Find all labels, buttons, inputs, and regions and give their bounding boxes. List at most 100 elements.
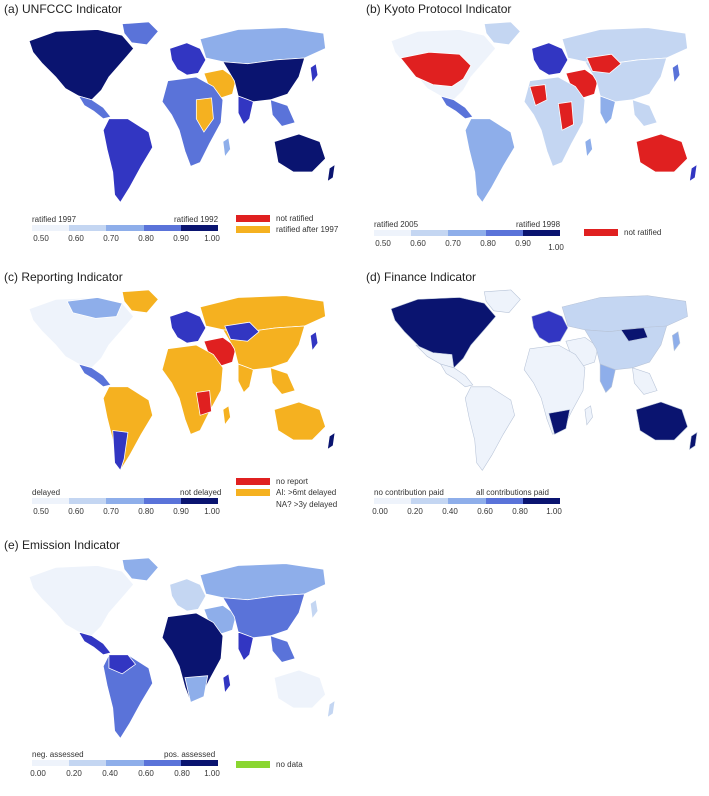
legend-low-label: ratified 1997 [32, 215, 77, 224]
panel-kyoto: (b) Kyoto Protocol Indicator ratified 20… [366, 2, 706, 260]
legend-tick: 1.00 [204, 234, 220, 243]
map-region-south-america [102, 118, 154, 204]
legend-high-label: all contributions paid [476, 488, 549, 497]
legend-tick: 0.80 [138, 234, 154, 243]
map-region-europe [169, 42, 207, 76]
map-region-new-zealand [326, 163, 336, 183]
map-region-southeast-asia [631, 99, 658, 127]
map-region-europe [531, 42, 569, 76]
map-region-russia [561, 27, 688, 65]
legend-tick: 0.80 [174, 769, 190, 778]
legend-low-label: ratified 2005 [374, 220, 419, 229]
map-region-asia [222, 57, 306, 103]
legend-category: no report [236, 477, 308, 486]
category-label: not ratified [276, 214, 314, 223]
map-region-greenland [121, 289, 159, 314]
map-region-central-america [77, 95, 112, 120]
legend-tick: 0.50 [33, 507, 49, 516]
legend-tick: 0.50 [375, 239, 391, 248]
map-region-south-america [464, 118, 516, 204]
map-region-southern-cone [112, 430, 129, 472]
map-region-southeast-asia [269, 367, 296, 395]
panel-reporting: (c) Reporting Indicator delayed not dela… [4, 270, 344, 528]
map-region-south-america [102, 386, 154, 472]
map-region-new-zealand [326, 431, 336, 451]
legend-high-label: pos. assessed [164, 750, 216, 759]
map-region-central-america [77, 363, 112, 388]
legend-tick: 0.20 [407, 507, 423, 516]
map-region-europe [531, 310, 569, 344]
map-region-southeast-asia [269, 99, 296, 127]
map-region-mongolia [620, 327, 649, 342]
map-region-africa-east [195, 97, 214, 133]
map-region-madagascar [584, 137, 593, 158]
panel-unfccc: (a) UNFCCC Indicator ratified 1997 ratif… [4, 2, 344, 260]
legend-low-label: neg. assessed [32, 750, 84, 759]
legend-tick: 0.60 [410, 239, 426, 248]
map-region-madagascar [584, 405, 593, 426]
legend-tick: 0.40 [102, 769, 118, 778]
panel-title: (e) Emission Indicator [4, 538, 121, 552]
legend-low-label: delayed [32, 488, 61, 497]
legend-color-scale [374, 230, 561, 236]
map-region-australia [273, 133, 326, 173]
world-map-finance [390, 289, 698, 471]
map-region-russia [561, 295, 688, 332]
map-region-southern-africa [184, 675, 209, 703]
map-region-madagascar [222, 137, 231, 158]
category-label: no data [276, 760, 303, 769]
map-region-japan [672, 331, 681, 352]
legend-low-label: no contribution paid [374, 488, 444, 497]
map-region-south-america [102, 654, 154, 740]
legend-tick: 0.50 [33, 234, 49, 243]
map-region-greenland [483, 21, 521, 46]
legend-high-label: not delayed [180, 488, 222, 497]
legend-tick: 0.70 [445, 239, 461, 248]
panel-title: (a) UNFCCC Indicator [4, 2, 123, 16]
world-map-unfccc [28, 21, 336, 204]
map-region-greenland [121, 21, 159, 46]
legend-category: ratified after 1997 [236, 225, 338, 234]
map-region-africa-central [195, 390, 212, 416]
map-region-southern-africa [548, 409, 571, 435]
map-region-asia [222, 593, 306, 639]
map-region-africa [161, 76, 224, 167]
map-region-australia [273, 401, 326, 441]
legend-tick: 0.60 [68, 234, 84, 243]
category-label: AI: >6mt delayed [276, 488, 337, 497]
panel-title: (b) Kyoto Protocol Indicator [366, 2, 512, 16]
legend-tick: 0.80 [138, 507, 154, 516]
map-region-japan [309, 63, 319, 84]
map-region-southeast-asia [632, 367, 658, 395]
legend-color-scale [32, 225, 219, 231]
legend-tick: 1.00 [204, 507, 220, 516]
world-map-kyoto [390, 21, 698, 204]
map-region-kazakhstan [586, 53, 622, 74]
legend-tick: 0.90 [515, 239, 531, 248]
map-region-africa-central [557, 101, 574, 131]
legend-high-label: ratified 1998 [516, 220, 561, 229]
map-region-southeast-asia [269, 635, 296, 663]
map-region-greenland [121, 557, 159, 582]
legend-color-scale [32, 760, 219, 766]
legend-tick: 0.20 [66, 769, 82, 778]
panel-finance: (d) Finance Indicator no contribution pa… [366, 270, 706, 528]
map-region-japan [671, 63, 681, 84]
category-label: not ratified [624, 228, 662, 237]
map-region-north-america [28, 29, 135, 101]
swatch [236, 215, 270, 222]
legend-tick: 0.90 [173, 507, 189, 516]
swatch [236, 226, 270, 233]
map-region-india [599, 363, 616, 393]
category-label: NA? >3y delayed [276, 500, 338, 509]
map-region-canada-east [66, 297, 123, 319]
legend-tick: 0.80 [480, 239, 496, 248]
legend-color-scale [32, 498, 219, 504]
legend-color-scale [374, 498, 561, 504]
legend-tick: 1.00 [546, 507, 562, 516]
legend-category: not ratified [584, 228, 661, 237]
map-region-africa-west [529, 84, 548, 107]
map-region-india [237, 363, 254, 394]
legend-category: not ratified [236, 214, 313, 223]
map-region-australia [273, 669, 326, 709]
